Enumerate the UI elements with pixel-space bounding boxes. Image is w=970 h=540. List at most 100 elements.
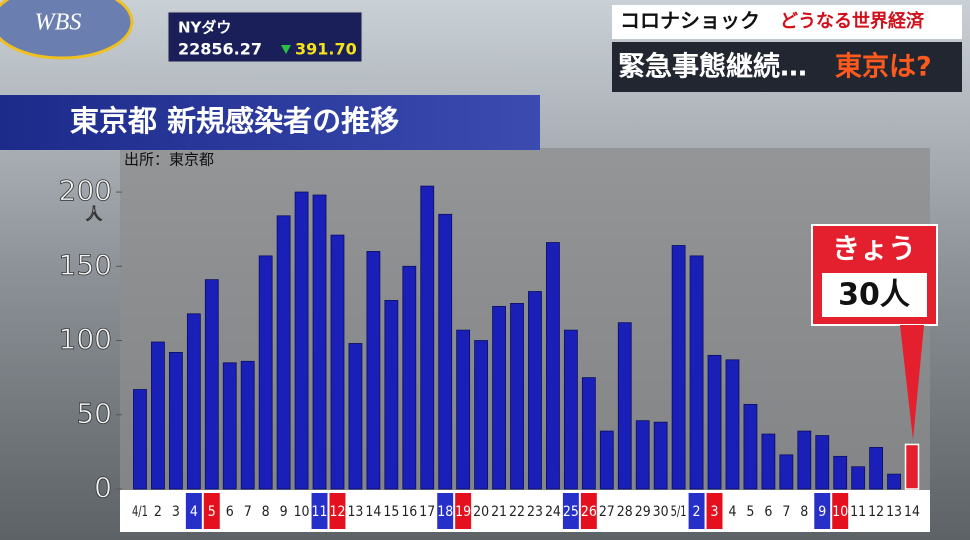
category-label-bg: [473, 493, 490, 529]
x-tick-label: 9: [818, 504, 826, 520]
bar: [474, 340, 489, 490]
x-tick-label: 8: [262, 504, 270, 520]
category-label-bg: [706, 493, 723, 529]
category-label-bg: [419, 493, 436, 529]
bar: [797, 430, 812, 490]
bar: [563, 329, 578, 490]
category-label-bg: [904, 493, 920, 529]
bar: [420, 185, 435, 490]
bar: [222, 362, 237, 490]
category-label-bg: [257, 493, 274, 529]
bar: [330, 234, 345, 490]
bar: [402, 265, 417, 490]
x-tick-label: 6: [764, 504, 772, 520]
x-tick-label: 13: [347, 504, 363, 520]
x-tick-label: 7: [244, 504, 252, 520]
x-tick-label: 3: [172, 504, 180, 520]
x-tick-label: 14: [904, 504, 920, 520]
topic: コロナショック: [620, 9, 760, 33]
ticker-index: 22856.27: [178, 40, 262, 59]
bar: [456, 329, 471, 490]
bar: [869, 447, 884, 490]
x-tick-label: 14: [365, 504, 381, 520]
category-label-bg: [383, 493, 400, 529]
x-tick-label: 5: [208, 504, 216, 520]
bar: [653, 421, 668, 490]
x-tick-label: 19: [455, 504, 471, 520]
category-label-bg: [652, 493, 669, 529]
y-tick-label: 0: [94, 471, 112, 504]
category-label-bg: [527, 493, 543, 529]
bar: [707, 354, 722, 490]
x-tick-label: 24: [545, 504, 561, 520]
bar: [581, 377, 596, 490]
category-label-bg: [598, 493, 615, 529]
category-label-bg: [814, 493, 831, 529]
x-tick-label: 16: [401, 504, 417, 520]
bar: [151, 341, 165, 490]
bar: [240, 360, 255, 490]
x-tick-label: 20: [473, 504, 489, 520]
bar: [725, 359, 740, 490]
callout-pointer: [900, 325, 924, 440]
logo-badge: [0, 0, 134, 60]
bar: [168, 351, 183, 490]
category-label-bg: [742, 493, 759, 529]
x-tick-label: 17: [419, 504, 435, 520]
bar: [528, 291, 542, 490]
bar: [546, 242, 560, 490]
x-tick-label: 3: [711, 504, 719, 520]
bar: [833, 455, 848, 490]
x-tick-label: 5: [746, 504, 754, 520]
x-tick-label: 28: [617, 504, 633, 520]
source: 出所：東京都: [124, 151, 214, 169]
logo: WBS: [35, 10, 82, 36]
x-tick-label: 11: [850, 504, 866, 520]
category-label-bg: [167, 493, 184, 529]
x-tick-label: 25: [563, 504, 579, 520]
bar: [366, 251, 381, 490]
x-tick-label: 10: [294, 504, 310, 520]
bar: [133, 389, 147, 490]
bar: [815, 435, 830, 490]
callout-inner: [822, 273, 927, 317]
topic-sub: どうなる世界経済: [780, 10, 925, 32]
x-tick-label: 13: [886, 504, 902, 520]
category-label-bg: [293, 493, 310, 529]
bar: [276, 215, 291, 490]
x-tick-label: 7: [782, 504, 790, 520]
bar: [294, 191, 309, 490]
bar: [492, 305, 506, 490]
x-tick-label: 11: [312, 504, 328, 520]
headline-box: [612, 42, 962, 92]
category-label-bg: [491, 493, 508, 529]
category-label-bg: [724, 493, 741, 529]
ticker-box: [167, 11, 363, 63]
x-tick-label: 12: [868, 504, 884, 520]
category-label-bg: [796, 493, 813, 529]
bar: [510, 303, 524, 490]
x-tick-label: 2: [693, 504, 701, 520]
x-tick-label: 4: [728, 504, 736, 520]
value-label: 30人: [838, 278, 910, 313]
bar: [258, 255, 273, 490]
category-label-bg: [760, 493, 777, 529]
bar: [438, 213, 453, 490]
x-tick-label: 21: [491, 504, 507, 520]
x-tick-label: 2: [154, 504, 162, 520]
topic-box: [612, 5, 962, 39]
category-label-bg: [634, 493, 651, 529]
x-tick-label: 23: [527, 504, 543, 520]
x-tick-label: 5/1: [671, 504, 687, 520]
category-label-bg: [616, 493, 633, 529]
y-unit: 人: [86, 205, 103, 224]
category-label-bg: [203, 493, 220, 529]
bar: [186, 313, 201, 490]
y-tick-label: 50: [76, 397, 112, 430]
bar: [348, 343, 363, 490]
bar: [743, 403, 758, 490]
bar: [635, 420, 650, 490]
bar: [617, 322, 632, 490]
chart-title: 東京都 新規感染者の推移: [70, 104, 399, 138]
